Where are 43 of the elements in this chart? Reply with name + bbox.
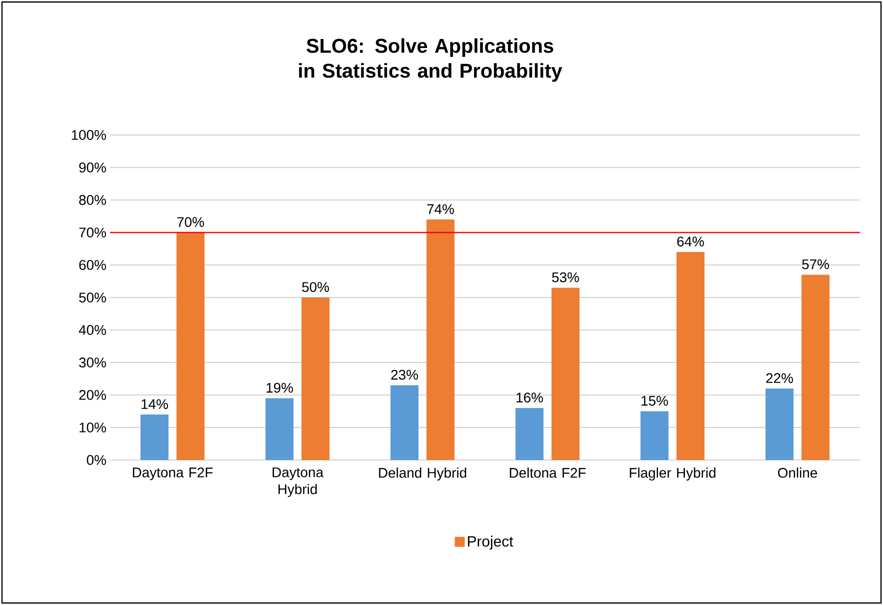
- x-tick-label: Daytona Hybrid: [272, 468, 324, 497]
- bar: [390, 385, 419, 460]
- bar: [552, 288, 580, 460]
- data-label: 64%: [677, 236, 704, 246]
- bar: [676, 252, 705, 460]
- x-tick-label: Online: [778, 468, 818, 478]
- data-label: 23%: [391, 370, 418, 380]
- y-tick-label: 0%: [86, 455, 106, 465]
- data-label: 22%: [766, 373, 793, 383]
- y-tick-label: 30%: [79, 358, 106, 368]
- x-tick-label: Daytona F2F: [132, 468, 213, 480]
- legend-label: Project: [468, 536, 514, 550]
- data-label: 74%: [427, 204, 454, 214]
- y-tick-label: 60%: [79, 260, 106, 270]
- bar: [176, 232, 205, 460]
- bar: [516, 408, 544, 460]
- data-label: 70%: [177, 217, 204, 227]
- data-label: 57%: [802, 259, 829, 270]
- y-tick-label: 90%: [79, 162, 106, 172]
- data-label: 53%: [552, 272, 579, 282]
- y-tick-label: 100%: [72, 130, 106, 140]
- bar: [766, 388, 794, 460]
- bar: [802, 274, 830, 460]
- data-label: 15%: [642, 396, 668, 406]
- bar: [302, 298, 330, 460]
- chart-title: SLO6: Solve Applications in Statistics and Probability: [299, 38, 562, 82]
- bar: [640, 411, 669, 460]
- x-tick-label: Flagler Hybrid: [630, 468, 716, 481]
- bar: [140, 414, 168, 460]
- data-label: 19%: [266, 382, 293, 393]
- data-label: 16%: [516, 392, 543, 402]
- y-tick-label: 40%: [78, 325, 106, 335]
- y-tick-label: 50%: [79, 292, 106, 302]
- y-tick-label: 80%: [79, 195, 106, 205]
- x-tick-label: Deltona F2F: [510, 468, 586, 478]
- bar: [266, 398, 294, 460]
- x-tick-label: Deland Hybrid: [379, 468, 466, 481]
- y-tick-label: 10%: [80, 422, 106, 432]
- bar: [426, 219, 455, 460]
- y-tick-label: 20%: [79, 390, 106, 400]
- y-tick-label: 70%: [79, 228, 106, 238]
- data-label: 14%: [142, 399, 168, 409]
- data-label: 50%: [302, 282, 329, 292]
